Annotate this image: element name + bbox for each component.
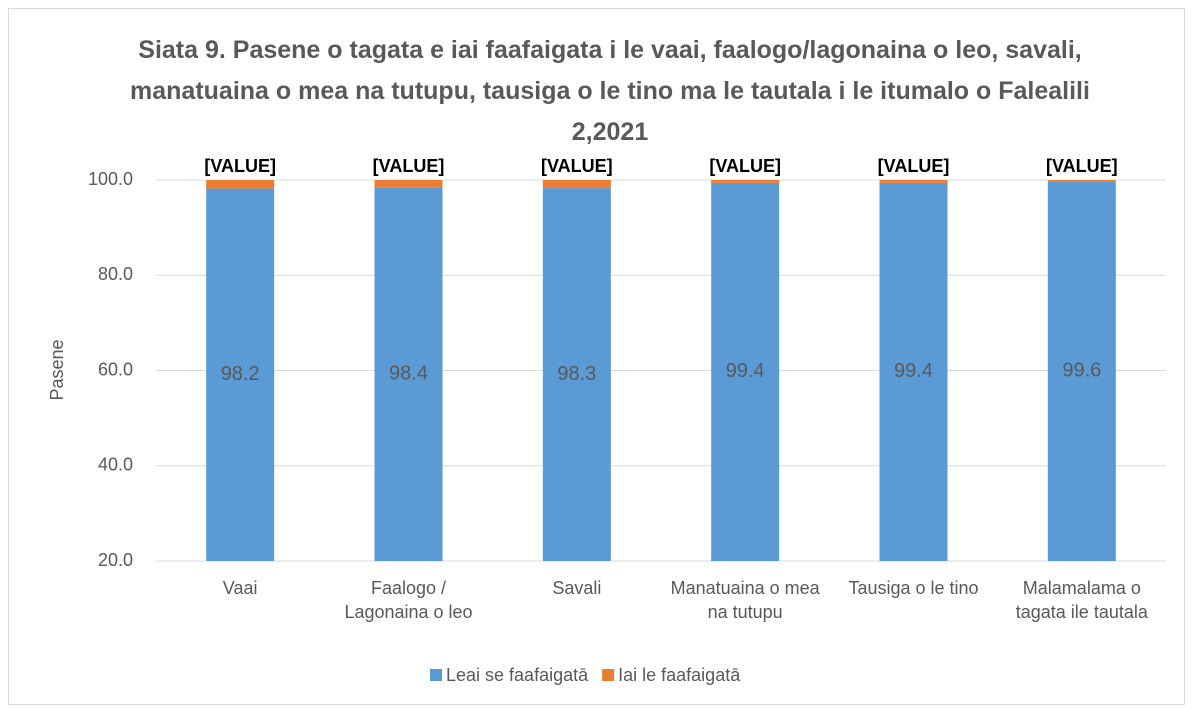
legend-swatch — [430, 669, 442, 681]
bar-segment — [711, 180, 780, 183]
y-tick-label: 40.0 — [98, 455, 133, 475]
bar-segment — [206, 180, 275, 189]
bar-segment — [374, 180, 443, 188]
bar-segment — [542, 188, 611, 561]
data-label: [VALUE] — [373, 156, 445, 176]
data-label: 99.4 — [894, 360, 933, 382]
bar-segment — [711, 182, 780, 562]
x-tick-label: Tausiga o le tino — [848, 578, 979, 598]
bar-segment — [542, 180, 611, 189]
data-label: 99.4 — [726, 360, 765, 382]
bar-segment — [879, 182, 948, 562]
data-label: [VALUE] — [1046, 156, 1118, 176]
y-axis-label: Pasene — [47, 339, 67, 400]
bar-segment — [1047, 180, 1116, 182]
bar-segment — [1047, 181, 1116, 561]
y-tick-label: 100.0 — [88, 169, 133, 189]
x-tick-label: Faalogo / Lagonaina o leo — [344, 578, 473, 622]
data-label: [VALUE] — [878, 156, 950, 176]
y-tick-label: 60.0 — [98, 359, 133, 379]
legend-label: Leai se faafaigatā — [446, 665, 589, 685]
chart-title: Siata 9. Pasene o tagata e iai faafaigat… — [130, 36, 1090, 146]
data-label: [VALUE] — [541, 156, 613, 176]
bar-segment — [374, 187, 443, 561]
data-label: 98.4 — [389, 363, 428, 385]
x-tick-label: Savali — [552, 578, 602, 598]
legend-label: Iai le faafaigatā — [618, 665, 741, 685]
data-label: 98.2 — [221, 363, 260, 385]
y-tick-label: 20.0 — [98, 550, 133, 570]
data-label: [VALUE] — [204, 156, 276, 176]
x-tick-label: Vaai — [222, 578, 258, 598]
x-tick-label: Malamalama o tagata ile tautala — [1015, 578, 1148, 622]
bar-segment — [879, 180, 948, 183]
x-tick-label: Manatuaina o mea na tutupu — [670, 578, 820, 622]
data-label: 99.6 — [1062, 360, 1101, 382]
legend-swatch — [602, 669, 615, 681]
y-tick-label: 80.0 — [98, 264, 133, 284]
data-label: 98.3 — [557, 363, 596, 385]
bar-segment — [206, 188, 275, 561]
data-label: [VALUE] — [709, 156, 781, 176]
